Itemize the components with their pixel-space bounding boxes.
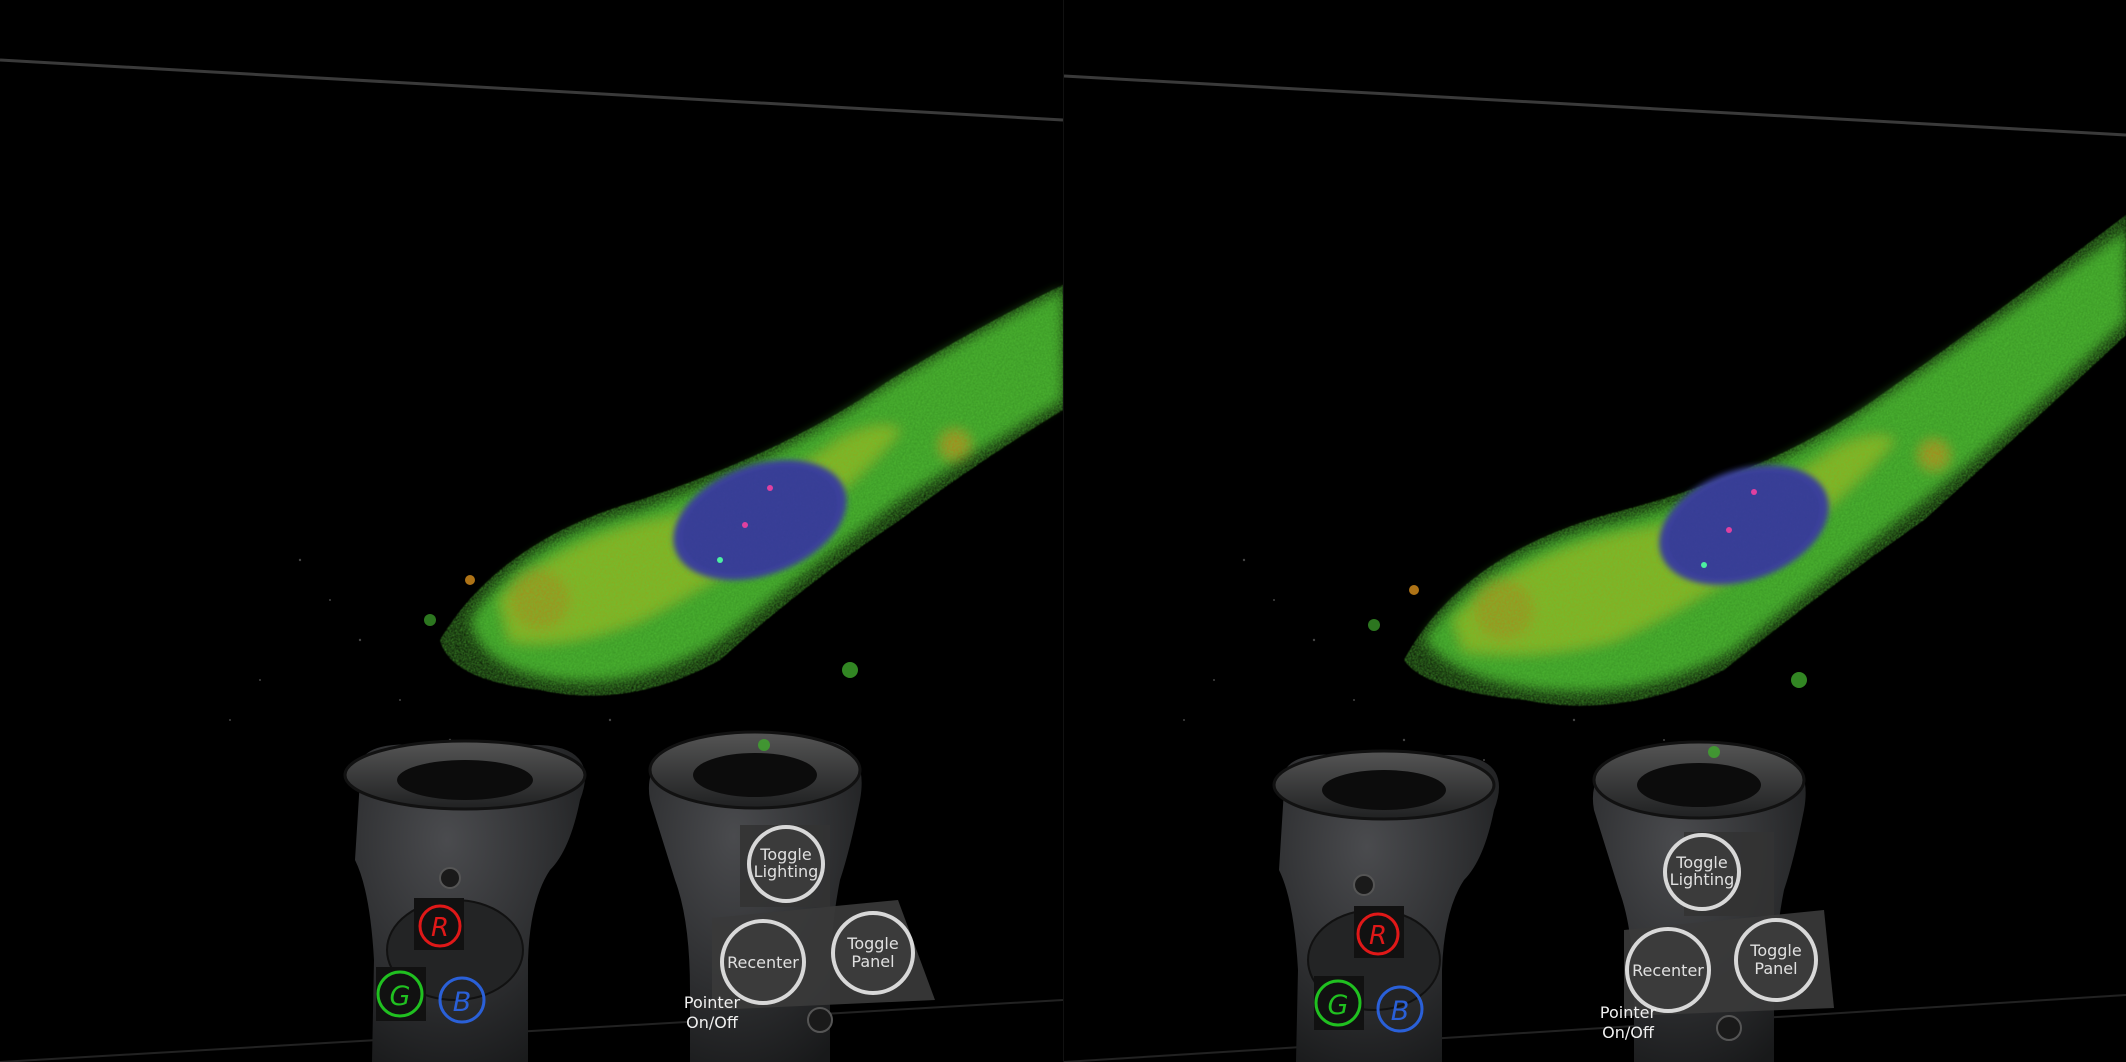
toggle-panel-button[interactable]: Toggle Panel [1734,918,1818,1002]
blue-channel-button[interactable]: B [438,976,486,1024]
red-channel-button[interactable]: R [418,904,462,948]
recenter-button[interactable]: Recenter [1625,927,1711,1013]
vr-scene: R G B Toggle Lighting [0,58,1063,1062]
cell-volume-render [1183,215,2126,801]
green-channel-button[interactable]: G [376,970,424,1018]
floor-grid-line [1064,994,2126,1062]
toggle-lighting-label: Lighting [754,862,819,881]
blue-channel-label: B [453,987,472,1018]
right-eye-view: R G B Toggle Lighting [1064,0,2126,1062]
toggle-panel-label: Toggle [1749,941,1801,960]
toggle-lighting-button[interactable]: Toggle Lighting [1663,833,1741,911]
floor-grid-line [0,58,1063,122]
blue-channel-button[interactable]: B [1376,985,1424,1033]
left-eye-view: R G B Toggle Lighting [0,58,1063,1062]
view-divider [1063,0,1064,1062]
recenter-label: Recenter [1632,961,1704,980]
toggle-lighting-label: Toggle [1675,853,1727,872]
pointer-hint-label: Pointer [684,993,741,1012]
recenter-button[interactable]: Recenter [720,919,806,1005]
controller-menu-panel: Toggle Lighting Recenter Toggle Panel Po… [1600,832,1834,1042]
vr-scene: R G B Toggle Lighting [1064,74,2126,1062]
toggle-panel-label: Toggle [846,934,898,953]
toggle-panel-label: Panel [851,952,894,971]
toggle-lighting-label: Toggle [759,845,811,864]
recenter-label: Recenter [727,953,799,972]
toggle-lighting-label: Lighting [1670,870,1735,889]
floor-grid-line [1064,74,2126,137]
blue-channel-label: B [1391,996,1410,1027]
cell-volume-render [229,285,1063,801]
red-channel-label: R [431,913,449,943]
color-channel-panel: R G B [376,898,486,1024]
toggle-panel-label: Panel [1754,959,1797,978]
red-channel-label: R [1369,921,1387,951]
green-channel-label: G [1328,990,1349,1021]
pointer-hint-label: On/Off [686,1013,739,1032]
pointer-hint-label: On/Off [1602,1023,1655,1042]
controller-menu-panel: Toggle Lighting Recenter Toggle Panel Po… [684,825,935,1032]
toggle-panel-button[interactable]: Toggle Panel [831,911,915,995]
green-channel-button[interactable]: G [1314,979,1362,1027]
pointer-hint-label: Pointer [1600,1003,1657,1022]
color-channel-panel: R G B [1314,906,1424,1033]
red-channel-button[interactable]: R [1356,912,1400,956]
green-channel-label: G [390,981,411,1012]
toggle-lighting-button[interactable]: Toggle Lighting [747,825,825,903]
floor-grid-line [0,999,1063,1062]
